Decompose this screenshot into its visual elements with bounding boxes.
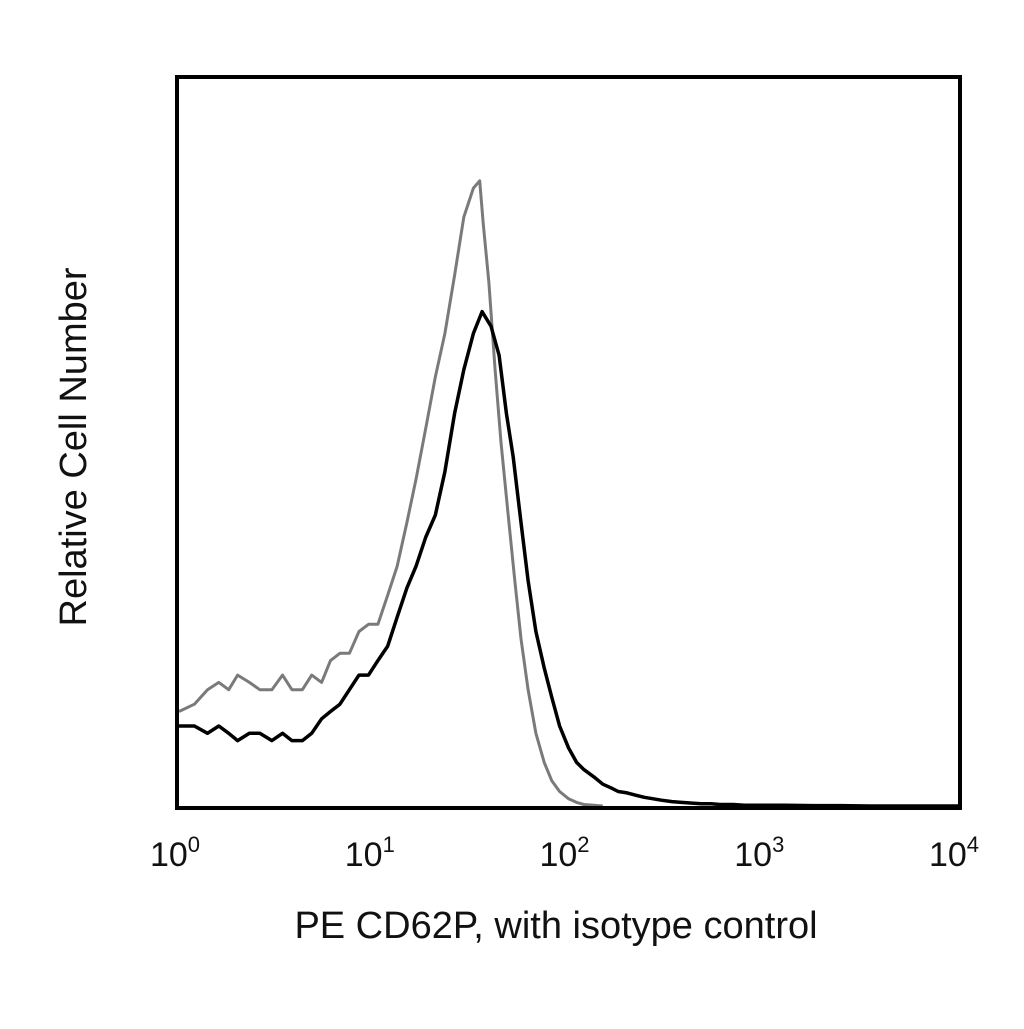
x-tick-label: 100 (150, 832, 200, 874)
plot-frame (175, 75, 962, 810)
isotype-control-histogram (178, 179, 603, 808)
pe-cd62p-histogram (179, 309, 958, 808)
x-tick-label: 104 (929, 832, 979, 874)
x-tick-label: 102 (539, 832, 589, 874)
x-axis-title: PE CD62P, with isotype control (294, 905, 817, 947)
x-tick-labels: 100 101 102 103 104 (150, 832, 979, 874)
x-tick-label: 103 (734, 832, 784, 874)
series-layer (178, 179, 958, 808)
y-axis-title: Relative Cell Number (53, 267, 95, 626)
x-tick-label: 101 (345, 832, 395, 874)
